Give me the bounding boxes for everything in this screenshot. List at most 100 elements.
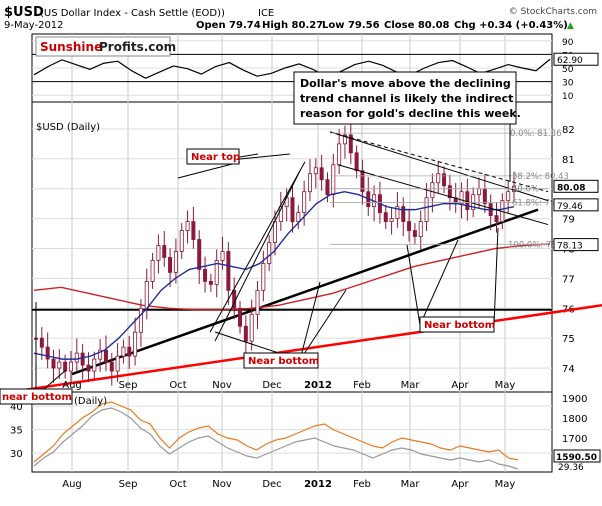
- rising-trend-line: [71, 208, 539, 376]
- price-last-label: 79.46: [557, 202, 583, 212]
- candle-body: [80, 352, 85, 366]
- candle-body: [162, 245, 167, 258]
- candle-body: [238, 307, 243, 327]
- x-axis-labels: Aug Aug Sep Sep Oct Oct Nov Nov Dec Dec 2012 2012 Fe…: [62, 380, 515, 490]
- channel-top-line: [329, 131, 549, 202]
- fib-label: 38.2%: 80.43: [512, 172, 569, 182]
- candle-body: [156, 245, 161, 261]
- candle-body: [92, 358, 97, 372]
- price-panel: [31, 101, 553, 393]
- near-top-label: Near top: [191, 152, 240, 163]
- candle-body: [197, 239, 202, 270]
- logo-part2: Profits.com: [99, 40, 176, 54]
- bottom-left-tick: 40: [10, 402, 23, 413]
- ma50-line: [33, 190, 515, 360]
- candle-body: [389, 218, 394, 222]
- candle-body: [331, 164, 336, 196]
- x-tick-label-price: Sep: [119, 380, 138, 391]
- x-tick-label-price: Feb: [353, 380, 371, 391]
- price-tick-label: 77: [562, 274, 575, 285]
- candle-body: [208, 280, 213, 285]
- candle-body: [436, 173, 441, 184]
- fib-label: 50.0%: [512, 185, 539, 195]
- x-tick-label: Sep: [119, 479, 138, 490]
- candle-body: [290, 197, 295, 222]
- x-tick-label: Apr: [451, 479, 469, 490]
- candle-body: [103, 349, 108, 363]
- candle-body: [354, 152, 359, 172]
- x-tick-label-price: Dec: [262, 380, 281, 391]
- candle-body: [214, 260, 219, 285]
- candle-body: [203, 269, 208, 282]
- candle-body: [185, 221, 190, 231]
- candle-body: [115, 355, 120, 372]
- x-tick-label: Nov: [212, 479, 232, 490]
- price-tick-label: 79: [562, 215, 575, 226]
- candle-body: [168, 257, 173, 273]
- candle-body: [121, 346, 126, 357]
- x-tick-label-price: Aug: [62, 380, 82, 391]
- x-tick-label: 2012: [304, 479, 332, 490]
- candle-body: [133, 331, 138, 357]
- candle-body: [360, 170, 365, 193]
- candle-body: [383, 212, 388, 222]
- price-last-label: 78.13: [557, 242, 583, 252]
- candle-body: [272, 221, 277, 243]
- candle-body: [261, 263, 266, 291]
- candle-body: [74, 352, 79, 363]
- price-tick-label: 81: [562, 155, 575, 166]
- price-panel-label: $USD (Daily): [36, 122, 100, 133]
- candle-body: [313, 167, 318, 175]
- price-last-box: [553, 238, 599, 252]
- candle-body: [173, 251, 178, 273]
- candle-body: [442, 173, 447, 187]
- candle-body: [506, 191, 511, 202]
- candle-body: [424, 197, 429, 222]
- candle-body: [144, 280, 149, 309]
- annotation-pointer: [177, 161, 241, 179]
- callout-line-2: trend channel is likely the indirect: [300, 92, 513, 105]
- near-bottom-mid-label: Near bottom: [248, 356, 319, 367]
- candle-body: [226, 251, 231, 291]
- fib-label: 100.0%: 78.14: [508, 240, 570, 250]
- near-bottom-left-label: near bottom: [2, 392, 72, 403]
- x-tick-label: Mar: [401, 479, 421, 490]
- orange-series-line: [33, 401, 519, 463]
- logo-part1: Sunshine: [40, 40, 102, 54]
- candle-body: [477, 188, 482, 196]
- ma200-line: [33, 243, 551, 311]
- price-last-label: 80.08: [557, 183, 585, 193]
- annotation-pointer: [493, 227, 499, 326]
- rsi-tick-label: 10: [562, 92, 574, 102]
- chart-date: 9-May-2012: [4, 20, 64, 31]
- rsi-last-label: 62.90: [557, 56, 583, 66]
- rsi-tick-label: 50: [562, 65, 574, 75]
- near-bottom-left-box: [0, 388, 73, 405]
- bottom-right-tick: 1900: [562, 394, 587, 405]
- candle-body: [482, 188, 487, 205]
- candle-body: [325, 179, 330, 196]
- callout-box: [293, 71, 517, 125]
- candle-body: [86, 364, 91, 372]
- x-tick-label-price: 2012: [304, 380, 332, 391]
- bottom-last-box: [553, 449, 601, 463]
- x-tick-label: Oct: [169, 479, 186, 490]
- bottom-last-label-2: 29.36: [558, 463, 584, 473]
- price-last-box: [553, 198, 599, 212]
- candle-body: [459, 191, 464, 205]
- ohlc-change: Chg +0.34 (+0.43%): [454, 20, 568, 31]
- callout-line-3: reason for gold's decline this week.: [300, 107, 521, 120]
- candle-body: [418, 221, 423, 237]
- callout-line-1: Dollar's move above the declining: [300, 77, 511, 90]
- chart-exchange: ICE: [258, 8, 274, 19]
- x-tick-label: Dec: [262, 479, 281, 490]
- bottom-right-tick: 1800: [562, 414, 587, 425]
- change-up-icon: ▲: [567, 21, 574, 31]
- x-tick-label-price: Mar: [401, 380, 421, 391]
- price-tick-label: 74: [562, 364, 575, 375]
- near-bottom-right-box: [419, 316, 495, 333]
- red-trend-line: [0, 304, 602, 395]
- candle-body: [138, 307, 143, 333]
